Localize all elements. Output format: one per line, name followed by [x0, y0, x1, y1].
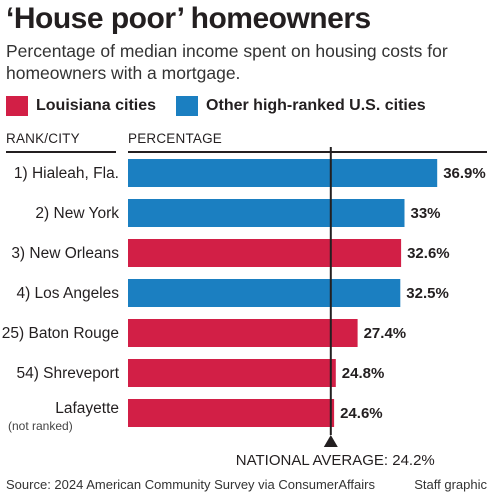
legend-item-other: Other high-ranked U.S. cities: [176, 96, 426, 116]
column-header-percentage: PERCENTAGE: [128, 131, 223, 146]
category-label-6: 54) Shreveport: [16, 365, 119, 382]
column-header-rule-left: [6, 151, 116, 153]
value-label-4: 32.5%: [406, 285, 449, 302]
category-label-7: Lafayette: [55, 400, 119, 417]
credit-note: Staff graphic: [414, 477, 487, 492]
column-header-rule-right: [128, 151, 487, 153]
category-label-5: 25) Baton Rouge: [2, 325, 119, 342]
legend-item-louisiana: Louisiana cities: [6, 96, 156, 116]
category-label-1: 1) Hialeah, Fla.: [14, 165, 119, 182]
category-label-4: 4) Los Angeles: [16, 285, 119, 302]
legend: Louisiana cities Other high-ranked U.S. …: [6, 96, 446, 116]
legend-swatch-louisiana: [6, 96, 28, 116]
value-label-3: 32.6%: [407, 245, 450, 262]
bar-5: [128, 319, 358, 347]
chart-title: ‘House poor’ homeowners: [6, 2, 371, 35]
source-note: Source: 2024 American Community Survey v…: [6, 477, 375, 492]
bar-7: [128, 399, 335, 427]
bar-1: [128, 159, 438, 187]
column-header-rank-city: RANK/CITY: [6, 131, 80, 146]
legend-swatch-other: [176, 96, 199, 116]
value-label-7: 24.6%: [340, 405, 383, 422]
national-average-label: NATIONAL AVERAGE: 24.2%: [236, 452, 435, 469]
chart-subtitle: Percentage of median income spent on hou…: [6, 41, 448, 83]
bar-6: [128, 359, 336, 387]
category-label-2: 2) New York: [35, 205, 119, 222]
category-note-7: (not ranked): [8, 419, 73, 433]
national-average-marker: [323, 435, 338, 447]
value-label-6: 24.8%: [342, 365, 385, 382]
value-label-5: 27.4%: [364, 325, 407, 342]
bar-2: [128, 199, 405, 227]
category-label-3: 3) New Orleans: [11, 245, 119, 262]
bar-3: [128, 239, 402, 267]
value-label-2: 33%: [411, 205, 441, 222]
legend-label-louisiana: Louisiana cities: [36, 97, 157, 114]
legend-label-other: Other high-ranked U.S. cities: [206, 97, 426, 114]
bar-4: [128, 279, 401, 307]
value-label-1: 36.9%: [443, 165, 486, 182]
